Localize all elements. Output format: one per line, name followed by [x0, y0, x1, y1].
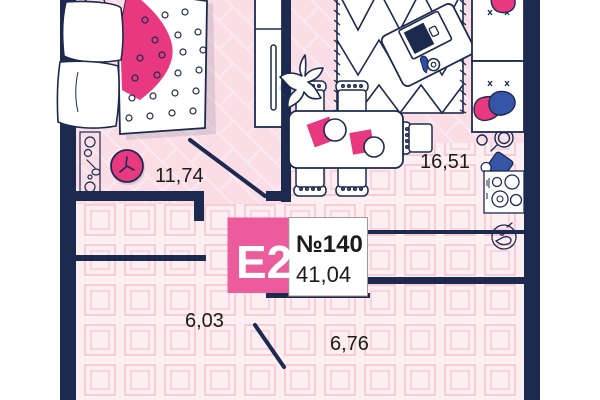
svg-text:6,76: 6,76: [330, 333, 369, 355]
svg-text:41,04: 41,04: [296, 262, 351, 287]
svg-text:16,51: 16,51: [420, 151, 470, 173]
svg-text:6,03: 6,03: [185, 310, 224, 332]
svg-text:№140: №140: [296, 231, 363, 258]
svg-text:11,74: 11,74: [155, 165, 204, 187]
svg-text:E2: E2: [236, 236, 292, 288]
